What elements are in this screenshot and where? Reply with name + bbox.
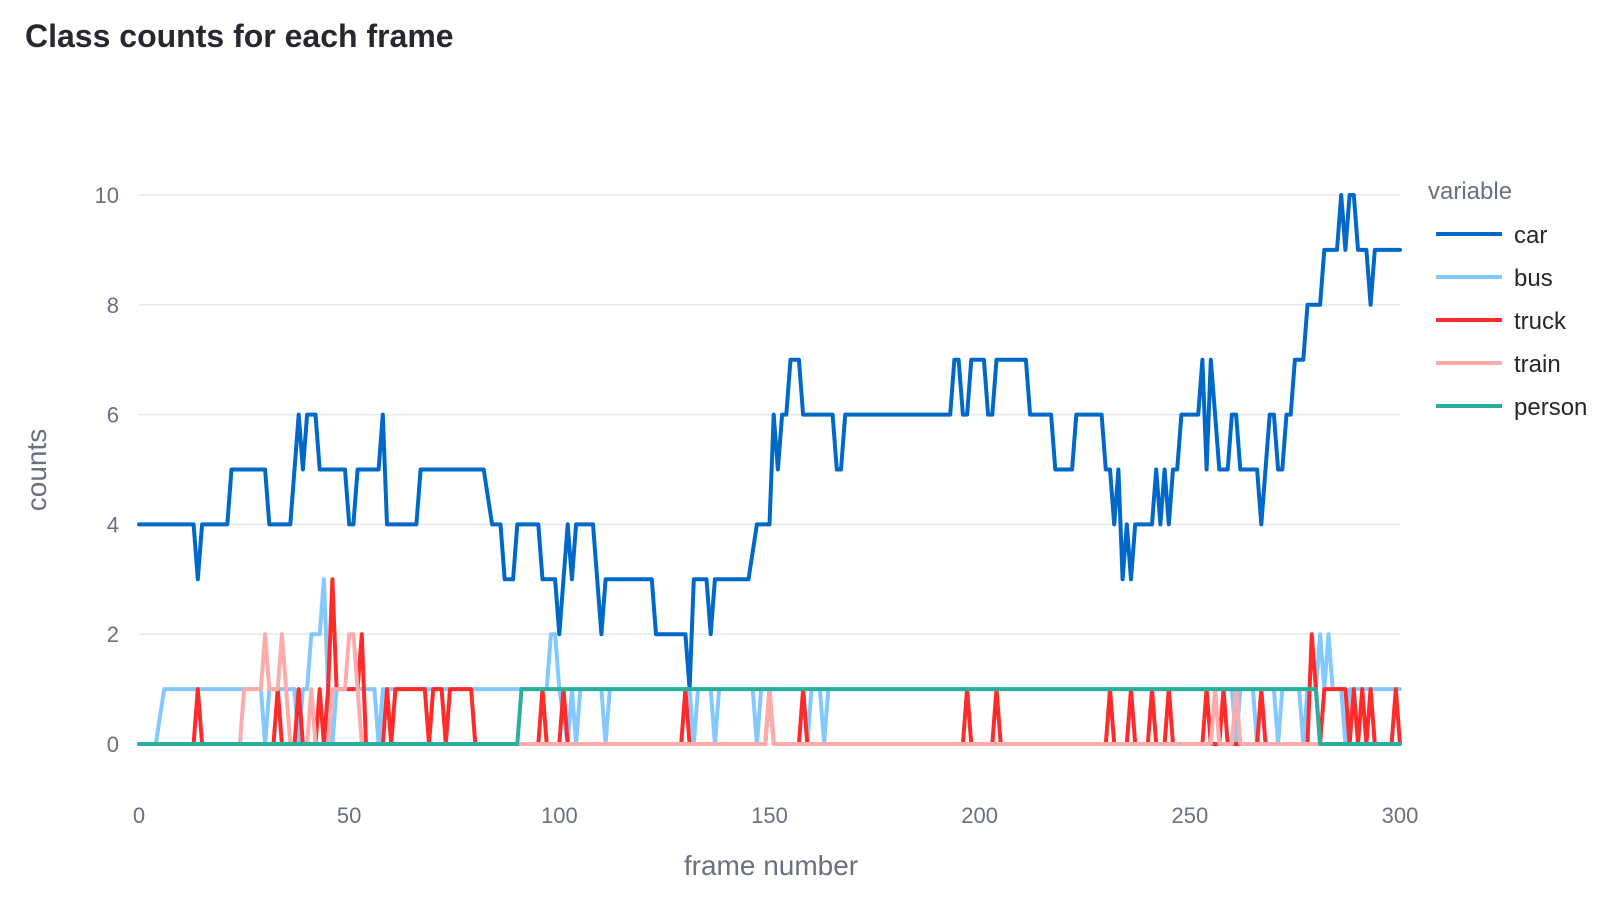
x-axis-title: frame number [684, 850, 858, 881]
y-tick-label: 6 [107, 403, 119, 428]
x-tick-label: 50 [337, 803, 361, 828]
series-lines [137, 193, 1402, 746]
y-tick-label: 8 [107, 293, 119, 318]
x-tick-label: 100 [541, 803, 578, 828]
x-tick-label: 250 [1171, 803, 1208, 828]
legend-item-car[interactable]: car [1436, 222, 1547, 249]
legend-title: variable [1428, 178, 1512, 205]
y-tick-label: 10 [95, 183, 119, 208]
series-line-train [137, 632, 1402, 746]
legend-label: car [1514, 222, 1547, 249]
legend-item-person[interactable]: person [1436, 394, 1587, 421]
y-tick-label: 0 [107, 732, 119, 757]
x-tick-label: 300 [1382, 803, 1419, 828]
legend-label: person [1514, 394, 1587, 421]
legend-item-train[interactable]: train [1436, 351, 1561, 378]
x-tick-label: 150 [751, 803, 788, 828]
legend: variable car bus truck train person [1428, 178, 1587, 421]
legend-item-bus[interactable]: bus [1436, 265, 1553, 292]
series-line-person [137, 687, 1402, 746]
chart-title: Class counts for each frame [25, 18, 454, 54]
y-tick-label: 2 [107, 622, 119, 647]
legend-label: truck [1514, 308, 1567, 335]
series-line-car [137, 193, 1402, 692]
legend-label: bus [1514, 265, 1553, 292]
x-tick-label: 0 [133, 803, 145, 828]
legend-label: train [1514, 351, 1561, 378]
x-tick-label: 200 [961, 803, 998, 828]
y-axis-title: counts [21, 429, 52, 512]
y-tick-label: 4 [107, 512, 119, 537]
legend-item-truck[interactable]: truck [1436, 308, 1567, 335]
